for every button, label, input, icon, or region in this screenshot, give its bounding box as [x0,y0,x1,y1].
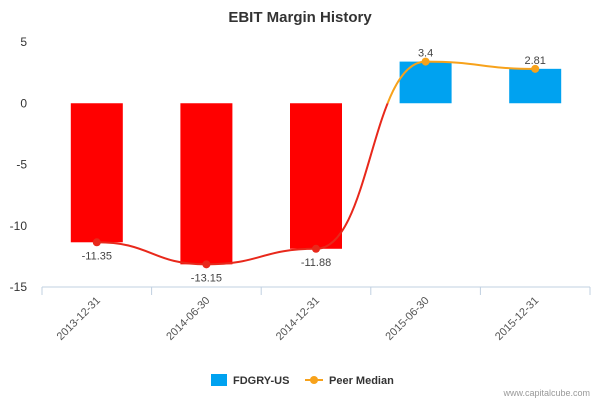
x-tick-label: 2013-12-31 [55,295,103,343]
data-label: -13.15 [191,272,222,284]
legend-item-bar[interactable]: FDGRY-US [211,374,289,387]
data-label: -11.35 [82,250,112,262]
peer-median-line-below [96,103,389,266]
y-tick-label: 0 [20,96,27,110]
x-tick-label: 2014-12-31 [274,295,322,343]
bar [290,103,342,249]
credit-text: www.capitalcube.com [502,388,590,398]
bar [509,68,562,104]
bar [399,61,452,104]
legend: FDGRY-US Peer Median [211,374,394,387]
x-tick-label: 2014-06-30 [164,295,212,343]
y-axis: 5 0 -5 -10 -15 [10,35,28,294]
data-label: 3.4 [418,48,433,60]
peer-median-line-above [386,60,536,104]
legend-item-line[interactable]: Peer Median [305,375,394,387]
y-tick-label: 5 [20,35,27,49]
legend-line-marker [310,376,318,384]
y-tick-label: -15 [10,280,28,294]
x-axis: 2013-12-31 2014-06-30 2014-12-31 2015-06-30… [41,286,591,343]
chart-title: EBIT Margin History [228,9,372,26]
bar [70,103,123,243]
bar [180,103,233,265]
data-label: 2.81 [524,55,545,67]
x-tick-label: 2015-12-31 [493,295,541,343]
peer-median-point [531,64,540,73]
peer-median-series [92,57,540,269]
legend-line-label: Peer Median [329,375,394,387]
peer-median-point [312,244,320,253]
peer-median-point [421,57,430,66]
bar-series [70,61,562,265]
peer-median-point [202,260,211,269]
peer-median-point [92,238,101,247]
legend-bar-label: FDGRY-US [233,375,289,387]
y-tick-label: -10 [10,219,28,233]
data-label: -11.88 [301,257,331,269]
y-tick-label: -5 [16,158,27,172]
data-labels: -11.35 -13.15 -11.88 3.4 2.81 [82,48,546,285]
x-tick-label: 2015-06-30 [383,295,431,343]
legend-bar-swatch [211,374,227,386]
